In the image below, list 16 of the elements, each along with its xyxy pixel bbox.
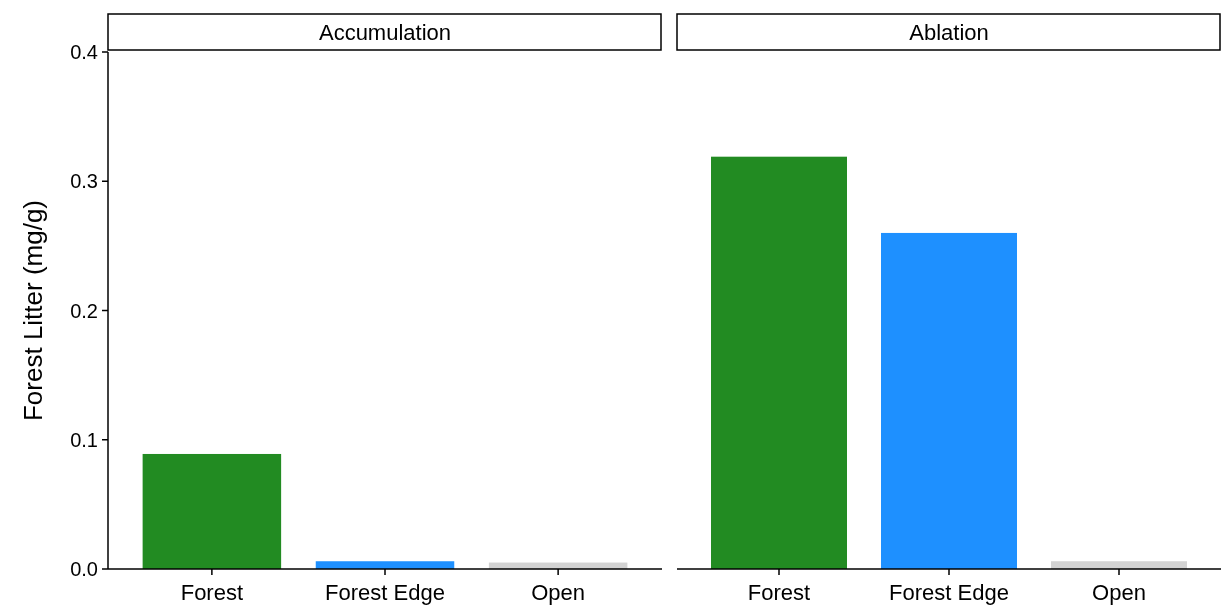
y-tick-label: 0.3 [70,170,98,193]
x-tick-label: Open [1092,580,1146,605]
y-tick-label: 0.1 [70,428,98,451]
x-tick-label: Open [531,580,586,605]
bar [142,453,282,569]
y-tick-label: 0.2 [70,299,98,322]
x-tick-label: Forest Edge [889,580,1009,605]
x-tick-label: Forest [747,580,811,605]
x-tick-label: Forest Edge [325,580,445,605]
chart-title: Ablation [909,20,989,45]
x-tick-label: Forest [180,580,244,605]
y-tick-label: 0.4 [70,41,98,63]
y-tick-label: 0.0 [70,558,98,580]
chart-title: Accumulation [318,20,452,45]
bar [315,561,455,569]
y-axis-title: Forest Litter (mg/g) [18,199,48,422]
